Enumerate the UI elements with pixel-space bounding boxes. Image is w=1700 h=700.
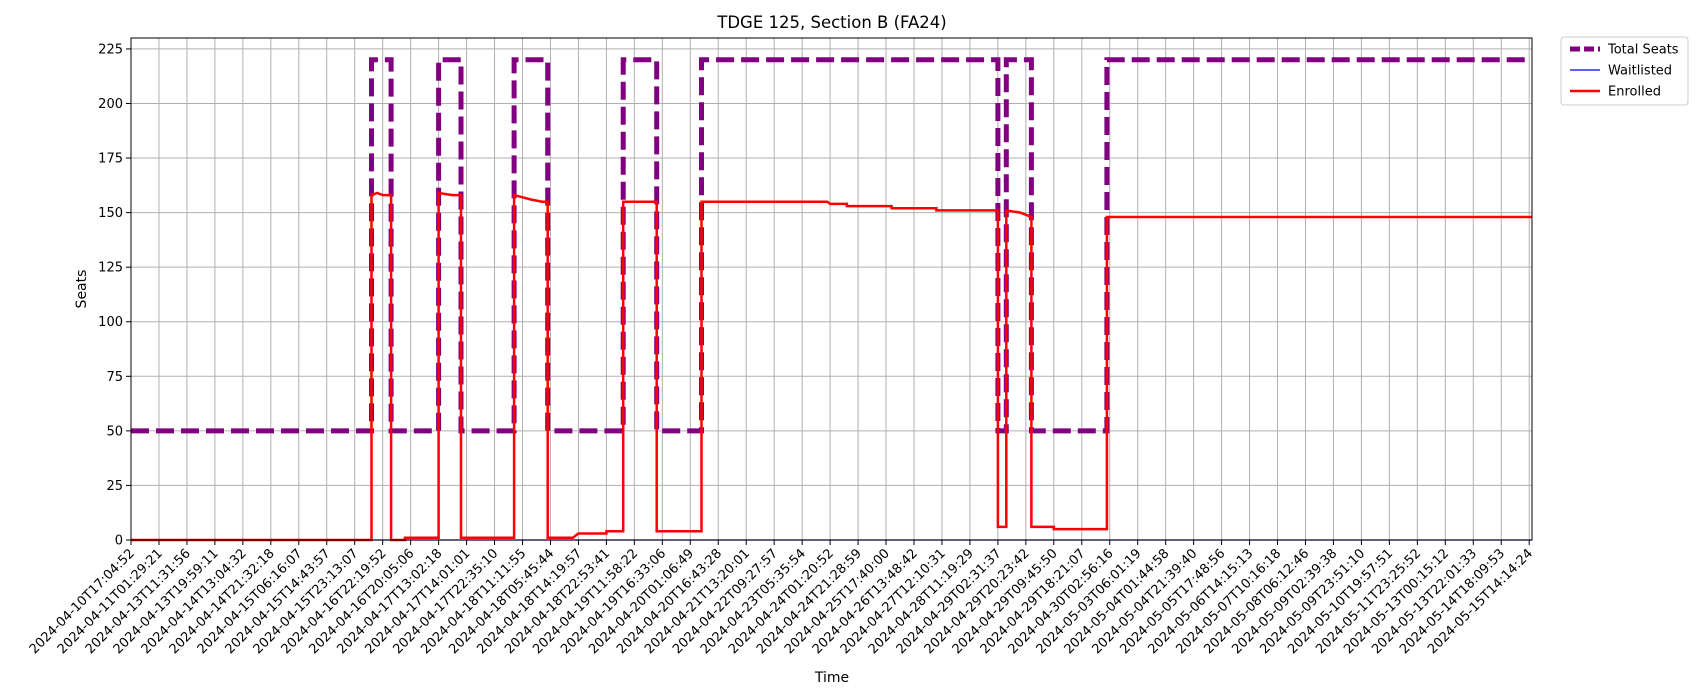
x-axis: 2024-04-10T17:04:522024-04-11T01:29:2120… [27, 540, 1536, 657]
y-tick-label: 225 [98, 42, 123, 57]
y-tick-label: 0 [115, 534, 123, 549]
y-tick-label: 175 [98, 152, 123, 167]
chart-title: TDGE 125, Section B (FA24) [716, 13, 946, 32]
y-axis-title: Seats [74, 270, 90, 309]
y-tick-label: 100 [98, 315, 123, 330]
legend: Total Seats Waitlisted Enrolled [1560, 36, 1689, 106]
legend-label: Waitlisted [1608, 64, 1672, 79]
y-tick-label: 200 [98, 97, 123, 112]
x-axis-title: Time [814, 670, 849, 686]
legend-frame [1560, 36, 1689, 106]
legend-label: Total Seats [1607, 43, 1679, 58]
plot-frame [130, 37, 1533, 541]
y-tick-label: 125 [98, 261, 123, 276]
y-tick-label: 25 [106, 479, 123, 494]
y-tick-label: 150 [98, 206, 123, 221]
y-axis: 0 25 50 75 100 125 150 175 200 225 [98, 42, 131, 549]
y-tick-label: 75 [106, 370, 123, 385]
legend-label: Enrolled [1608, 85, 1661, 100]
y-tick-label: 50 [106, 424, 123, 439]
series-line-enrolled [131, 191, 1532, 542]
